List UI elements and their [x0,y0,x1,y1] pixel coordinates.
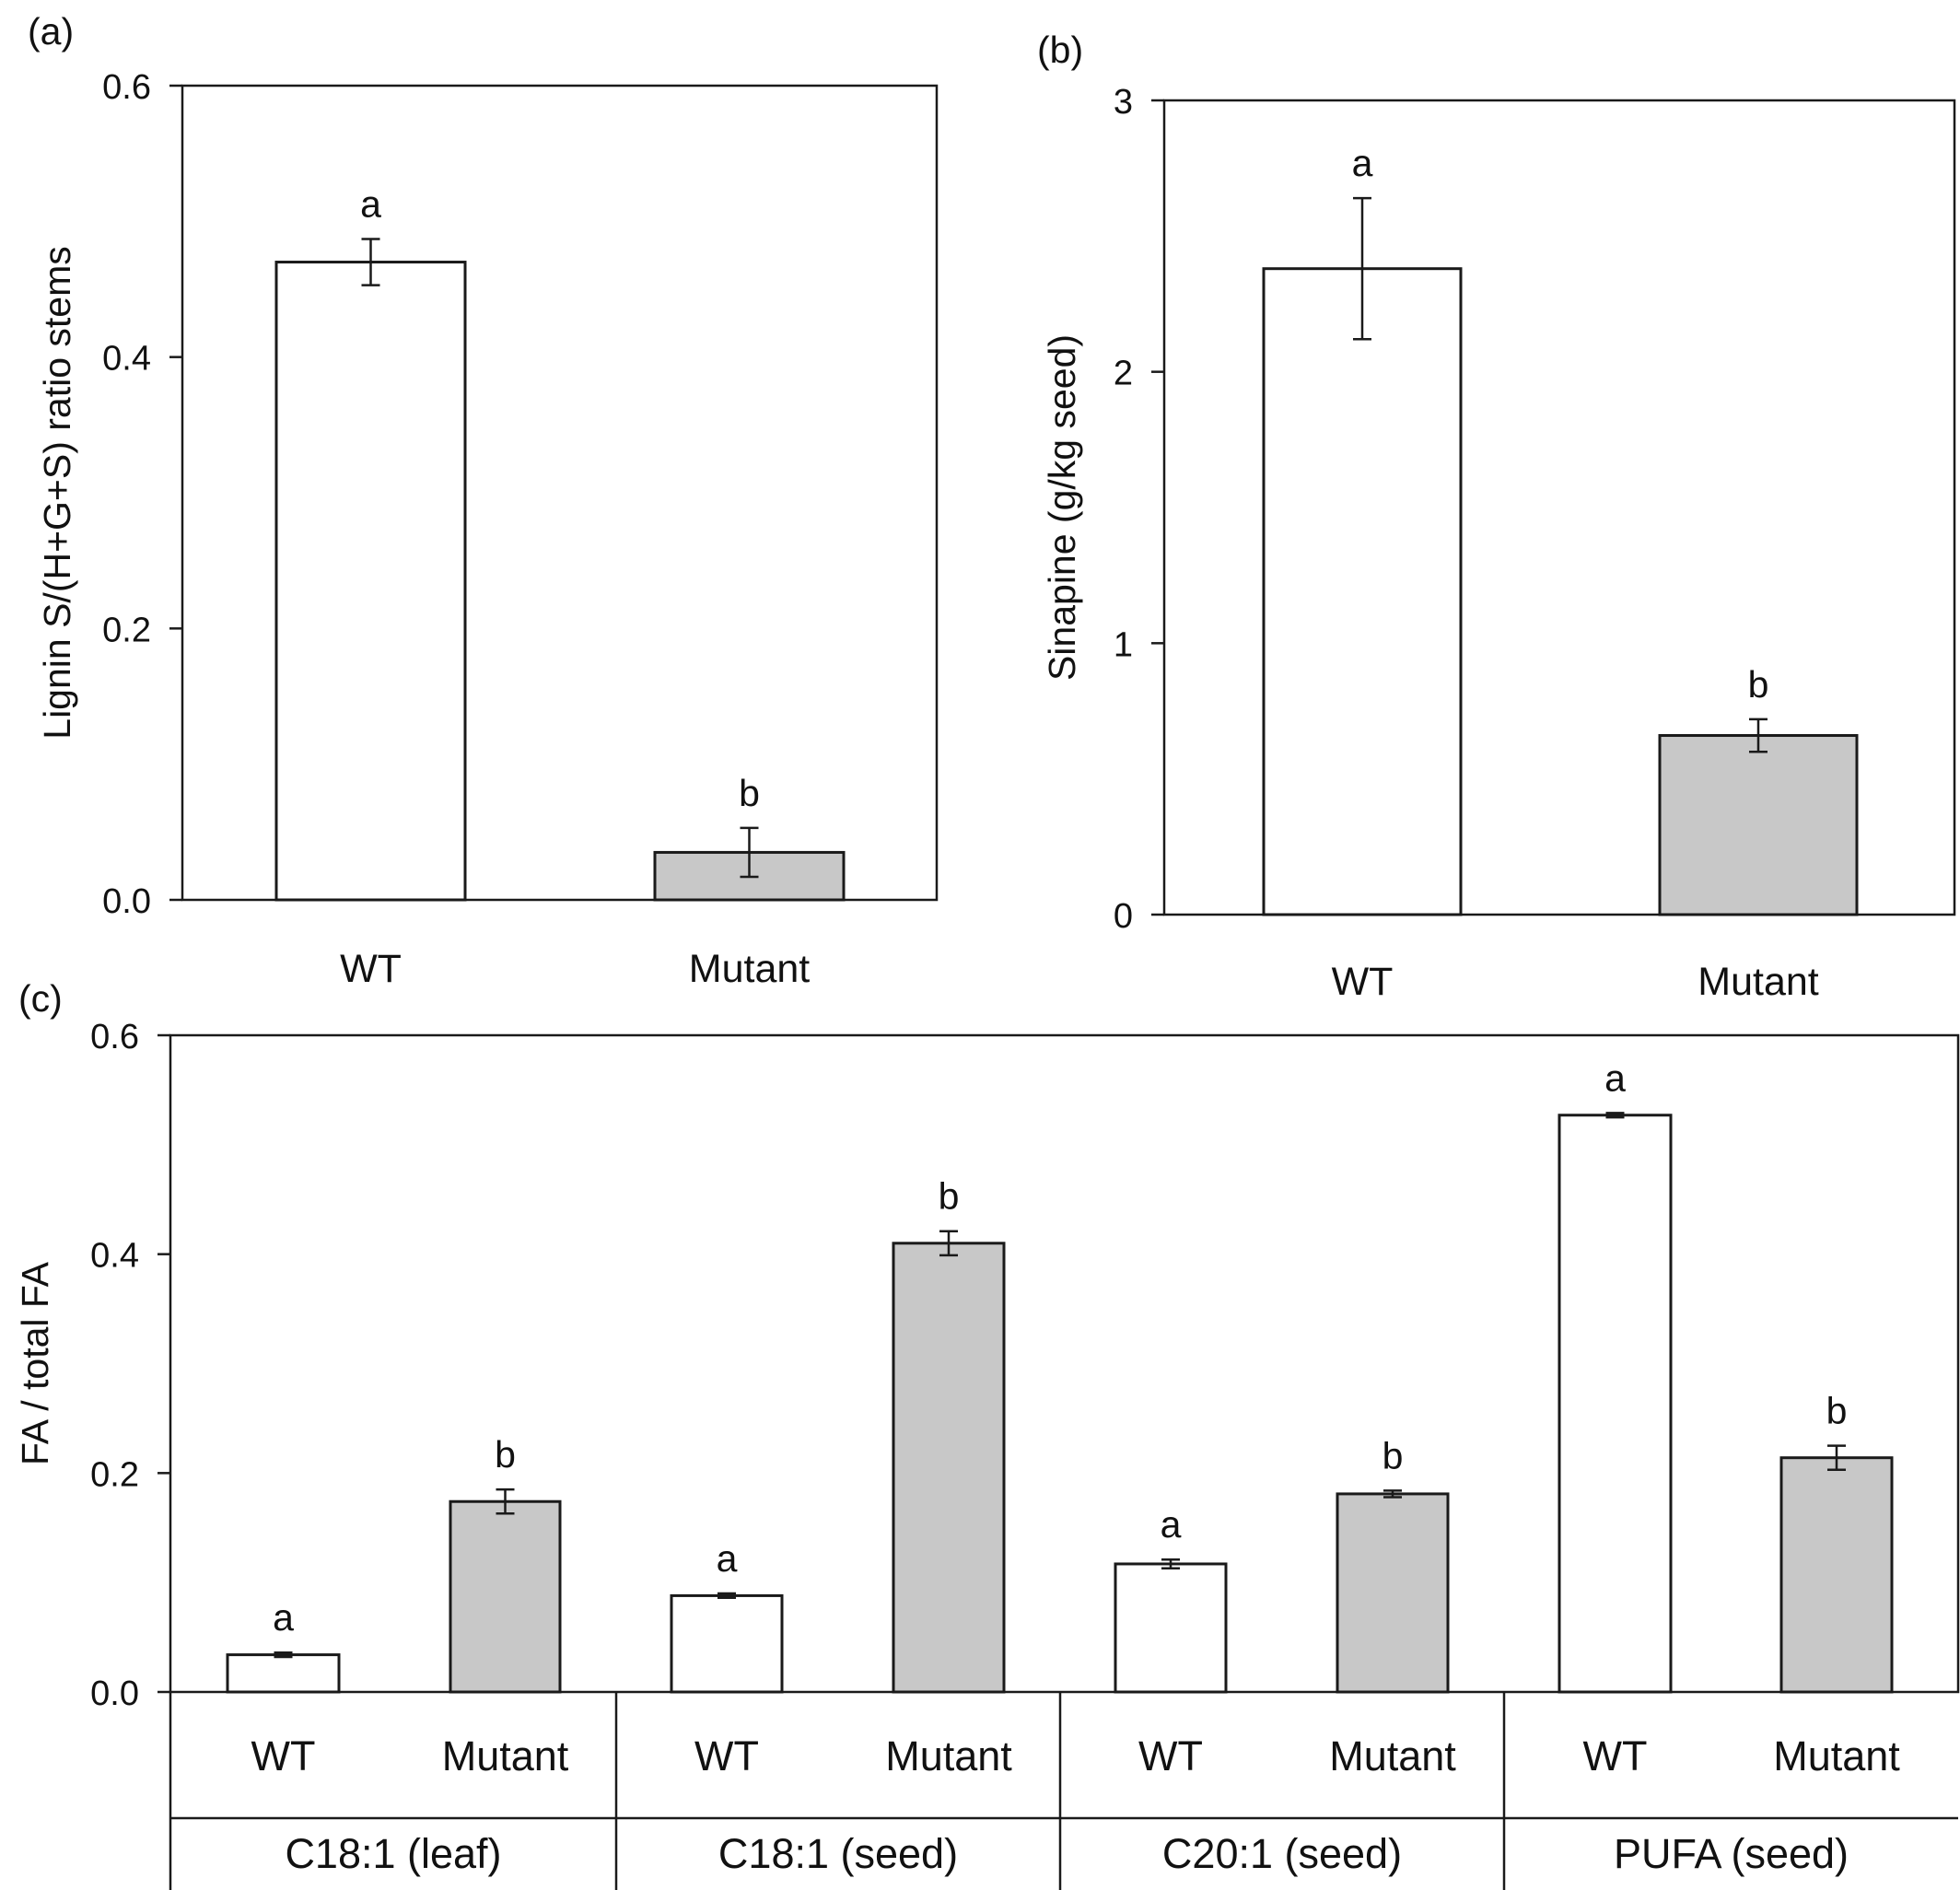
x-category-label: WT [251,1732,316,1779]
y-tick-label: 1 [1114,625,1133,664]
bar [226,1653,341,1694]
y-tick-label: 0.2 [102,611,151,649]
significance-label: b [1382,1434,1404,1476]
bar [274,261,467,902]
significance-label: b [939,1175,960,1218]
bar [670,1593,784,1694]
significance-label: a [1161,1503,1182,1546]
group-label: C18:1 (seed) [718,1830,958,1877]
y-tick-label: 0.4 [102,340,151,379]
x-category-label: Mutant [885,1732,1012,1779]
significance-label: b [495,1433,516,1476]
y-tick-label: 0.4 [90,1237,139,1276]
bar [449,1499,562,1694]
panel-label: (a) [28,10,74,52]
bar [892,1242,1006,1694]
y-tick-label: 0.6 [90,1018,139,1056]
x-category-label: WT [694,1732,759,1779]
x-category-label: Mutant [1698,960,1819,1004]
plot-frame [1162,99,1956,916]
bar [1114,1562,1228,1694]
significance-label: a [360,182,381,225]
bar [1262,267,1463,916]
x-category-label: Mutant [689,947,811,991]
bar [1336,1492,1450,1694]
x-category-label: WT [1138,1732,1203,1779]
bar [1779,1456,1894,1694]
y-tick-label: 0.0 [102,882,151,921]
group-label: C18:1 (leaf) [285,1830,501,1877]
x-category-label: Mutant [1773,1732,1900,1779]
significance-label: a [273,1596,294,1639]
significance-label: b [1826,1390,1848,1432]
x-category-label: WT [1332,960,1394,1004]
x-category-label: WT [340,947,402,991]
y-tick-label: 3 [1114,83,1133,122]
plot-frame [181,84,939,902]
y-axis-title: Sinapine (g/kg seed) [1041,334,1083,681]
significance-label: b [739,772,760,814]
bar [1558,1114,1673,1694]
y-axis-title: FA / total FA [14,1261,56,1465]
panel-label: (c) [18,977,63,1020]
y-tick-label: 2 [1114,355,1133,393]
y-tick-label: 0.6 [102,68,151,107]
group-label: PUFA (seed) [1614,1830,1849,1877]
y-tick-label: 0 [1114,897,1133,936]
group-label: C20:1 (seed) [1162,1830,1402,1877]
y-tick-label: 0.2 [90,1455,139,1494]
significance-label: a [1604,1056,1626,1099]
significance-label: a [1352,142,1373,184]
y-axis-title: Lignin S/(H+G+S) ratio stems [36,246,78,739]
y-tick-label: 0.0 [90,1674,139,1713]
x-category-label: WT [1583,1732,1648,1779]
x-category-label: Mutant [442,1732,569,1779]
plot-frame [169,1033,1960,1694]
bar [1658,734,1859,916]
significance-label: a [717,1537,738,1580]
significance-label: b [1748,663,1769,706]
x-category-label: Mutant [1329,1732,1456,1779]
panel-label: (b) [1037,29,1083,71]
